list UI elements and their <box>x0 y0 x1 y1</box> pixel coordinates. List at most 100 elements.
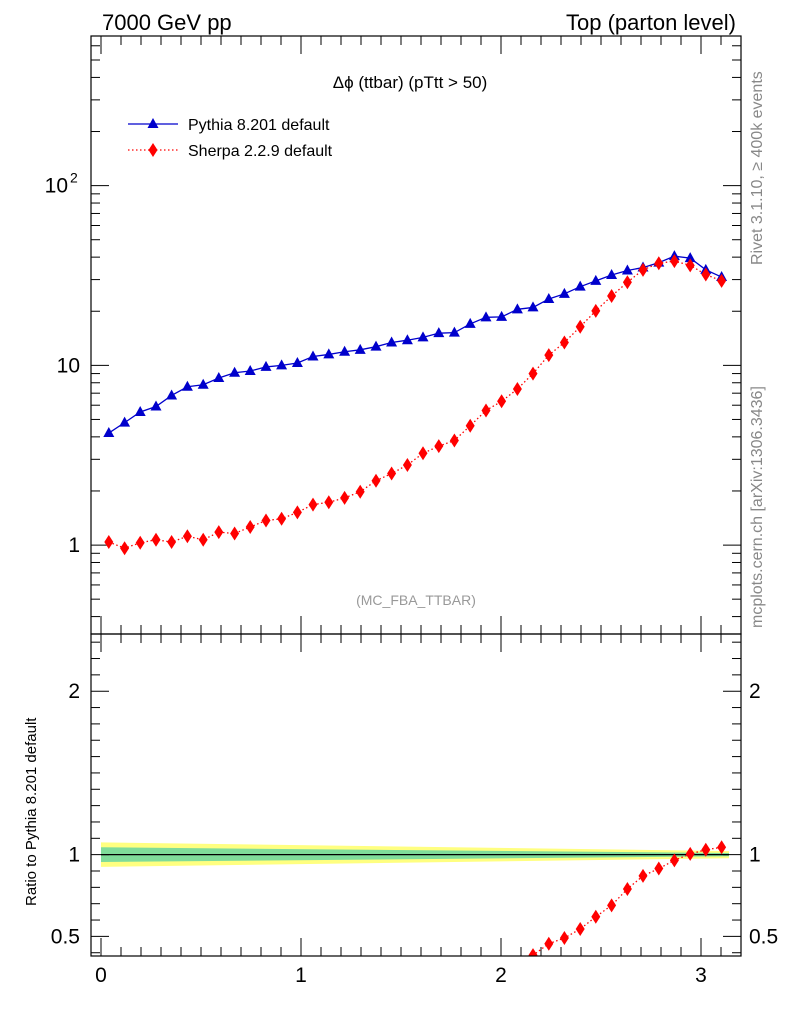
sherpa-point <box>465 418 475 433</box>
sherpa-point <box>308 497 318 512</box>
sherpa-point <box>622 275 632 290</box>
pythia-point <box>621 264 633 275</box>
sherpa-point <box>669 254 679 269</box>
sherpa-point <box>497 394 507 409</box>
x-tick-label: 0 <box>95 964 107 987</box>
sherpa-point <box>230 526 240 541</box>
pythia-point <box>433 327 445 338</box>
sherpa-point <box>575 319 585 334</box>
legend-label-pythia: Pythia 8.201 default <box>188 117 330 134</box>
pythia-point <box>543 292 555 303</box>
pythia-point <box>386 336 398 347</box>
pythia-point <box>527 301 539 312</box>
ratio-series <box>528 840 727 956</box>
main-y-tick-label: 10 <box>57 354 80 377</box>
pythia-point <box>150 400 162 411</box>
main-y-tick-label: 10 <box>45 175 68 198</box>
sherpa-point <box>638 262 648 277</box>
sherpa-point <box>528 366 538 381</box>
sherpa-point <box>654 256 664 271</box>
ratio-sherpa-point <box>607 898 617 913</box>
sherpa-point <box>135 535 145 550</box>
sherpa-point <box>701 267 711 282</box>
main-series <box>103 250 728 556</box>
sherpa-point <box>544 348 554 363</box>
ratio-axis-ticks <box>91 634 742 956</box>
ratio-sherpa-point <box>654 861 664 876</box>
ratio-y-tick-label: 2 <box>68 680 80 703</box>
pythia-point <box>590 274 602 285</box>
sherpa-point <box>402 457 412 472</box>
sherpa-point <box>324 495 334 510</box>
ratio-panel: 0.5 0.5 1 1 2 2 0 1 2 3 Ratio to Pythia 8.201 de… <box>23 633 778 987</box>
sherpa-point <box>449 433 459 448</box>
pythia-point <box>307 350 319 361</box>
pythia-point <box>417 331 429 342</box>
ratio-panel-frame <box>90 633 742 957</box>
sherpa-point <box>292 505 302 520</box>
pythia-point <box>684 252 696 263</box>
legend: Pythia 8.201 default Sherpa 2.2.9 defaul… <box>128 117 333 160</box>
sherpa-point <box>261 513 271 528</box>
ratio-y-tick-label: 1 <box>68 844 80 867</box>
pythia-point <box>213 372 225 383</box>
sherpa-point <box>717 273 727 288</box>
series-line-pythia <box>108 255 722 434</box>
pythia-point <box>606 269 618 280</box>
ratio-sherpa-point <box>685 846 695 861</box>
pythia-point <box>260 360 272 371</box>
sherpa-point <box>167 535 177 550</box>
ratio-sherpa-point <box>575 922 585 937</box>
pythia-point <box>370 340 382 351</box>
plot-title: Δϕ (ttbar) (pTtt > 50) <box>333 73 488 92</box>
ratio-sherpa-point <box>669 853 679 868</box>
pythia-point <box>574 280 586 291</box>
ratio-sherpa-point <box>528 948 538 956</box>
pythia-point <box>511 303 523 314</box>
pythia-point <box>134 406 146 417</box>
ratio-sherpa-point <box>717 840 727 855</box>
pythia-point <box>197 378 209 389</box>
sherpa-point <box>104 535 114 550</box>
sherpa-point <box>340 490 350 505</box>
ratio-y-tick-labels: 0.5 0.5 1 1 2 2 <box>51 680 778 948</box>
sherpa-point <box>120 541 130 556</box>
sherpa-point <box>434 439 444 454</box>
sherpa-point <box>277 511 287 526</box>
analysis-label: (MC_FBA_TTBAR) <box>356 592 476 608</box>
ratio-sherpa-point <box>591 909 601 924</box>
ratio-uncertainty-band <box>101 842 729 867</box>
sherpa-point <box>214 525 224 540</box>
pythia-point <box>229 366 241 377</box>
main-axis-ticks <box>91 36 742 634</box>
x-tick-label: 3 <box>695 964 707 987</box>
ratio-sherpa-point <box>622 881 632 896</box>
pythia-point <box>276 359 288 370</box>
sherpa-point <box>245 520 255 535</box>
sherpa-point <box>481 403 491 418</box>
pythia-point <box>401 334 413 345</box>
sherpa-point <box>418 446 428 461</box>
pythia-point <box>480 311 492 322</box>
pythia-point <box>244 365 256 376</box>
mcplots-label: mcplots.cern.ch [arXiv:1306.3436] <box>749 386 766 628</box>
sherpa-point <box>151 532 161 547</box>
pythia-point <box>323 348 335 359</box>
sherpa-point <box>591 303 601 318</box>
ratio-series-line-sherpa <box>531 846 722 956</box>
legend-item-pythia: Pythia 8.201 default <box>128 117 330 134</box>
pythia-point <box>354 343 366 354</box>
ratio-y-tick-label: 0.5 <box>51 925 80 948</box>
x-tick-label: 2 <box>495 964 507 987</box>
ratio-sherpa-point <box>701 842 711 857</box>
legend-marker-sherpa <box>148 143 158 157</box>
main-y-tick-label-exponent: 2 <box>70 170 78 186</box>
sherpa-point <box>512 382 522 397</box>
ratio-sherpa-point <box>544 936 554 951</box>
legend-marker-pythia <box>147 118 159 128</box>
pythia-point <box>119 416 131 427</box>
sherpa-point <box>182 529 192 544</box>
